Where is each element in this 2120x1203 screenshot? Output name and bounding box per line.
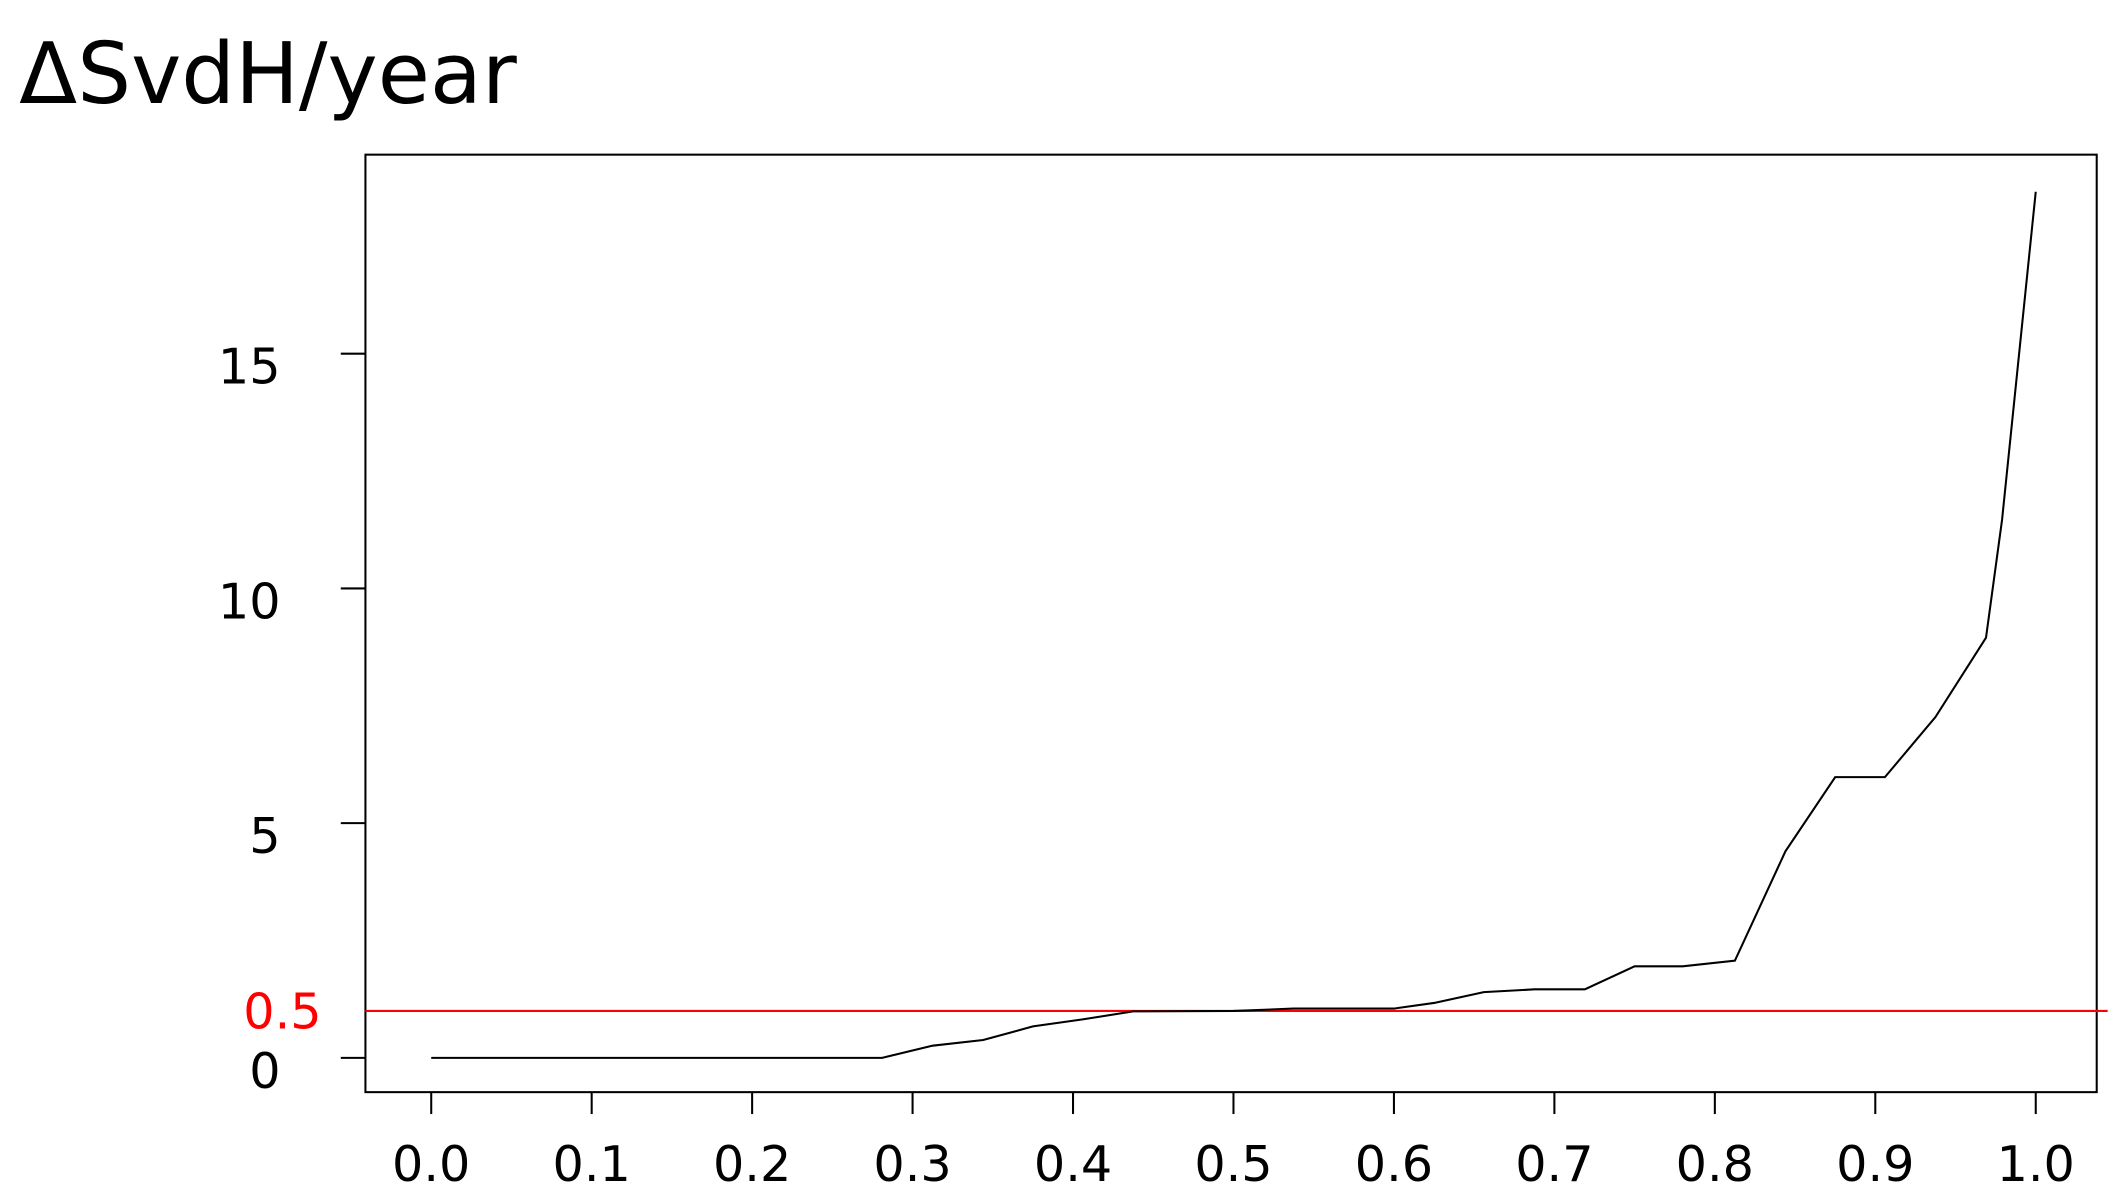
x-tick-label: 0.9	[1836, 1135, 1914, 1193]
reference-label: 0.5	[243, 983, 321, 1041]
x-tick-label: 0.5	[1194, 1135, 1272, 1193]
y-tick-label: 10	[218, 572, 281, 630]
x-tick-label: 1.0	[1997, 1135, 2075, 1193]
y-tick-label: 15	[218, 338, 281, 396]
data-line	[431, 191, 2037, 1059]
x-tick-label: 0.1	[553, 1135, 631, 1193]
plot-frame	[364, 153, 2098, 1094]
x-tick-label: 0.4	[1034, 1135, 1112, 1193]
x-tick-label: 0.7	[1515, 1135, 1593, 1193]
y-tick-label: 0	[249, 1042, 280, 1100]
chart-title: ΔSvdH/year	[19, 25, 517, 124]
x-tick-label: 0.8	[1676, 1135, 1754, 1193]
x-tick-label: 0.6	[1355, 1135, 1433, 1193]
x-tick-label: 0.3	[873, 1135, 951, 1193]
x-tick-label: 0.2	[713, 1135, 791, 1193]
y-tick-label: 5	[249, 807, 280, 865]
x-tick-label: 0.0	[392, 1135, 470, 1193]
